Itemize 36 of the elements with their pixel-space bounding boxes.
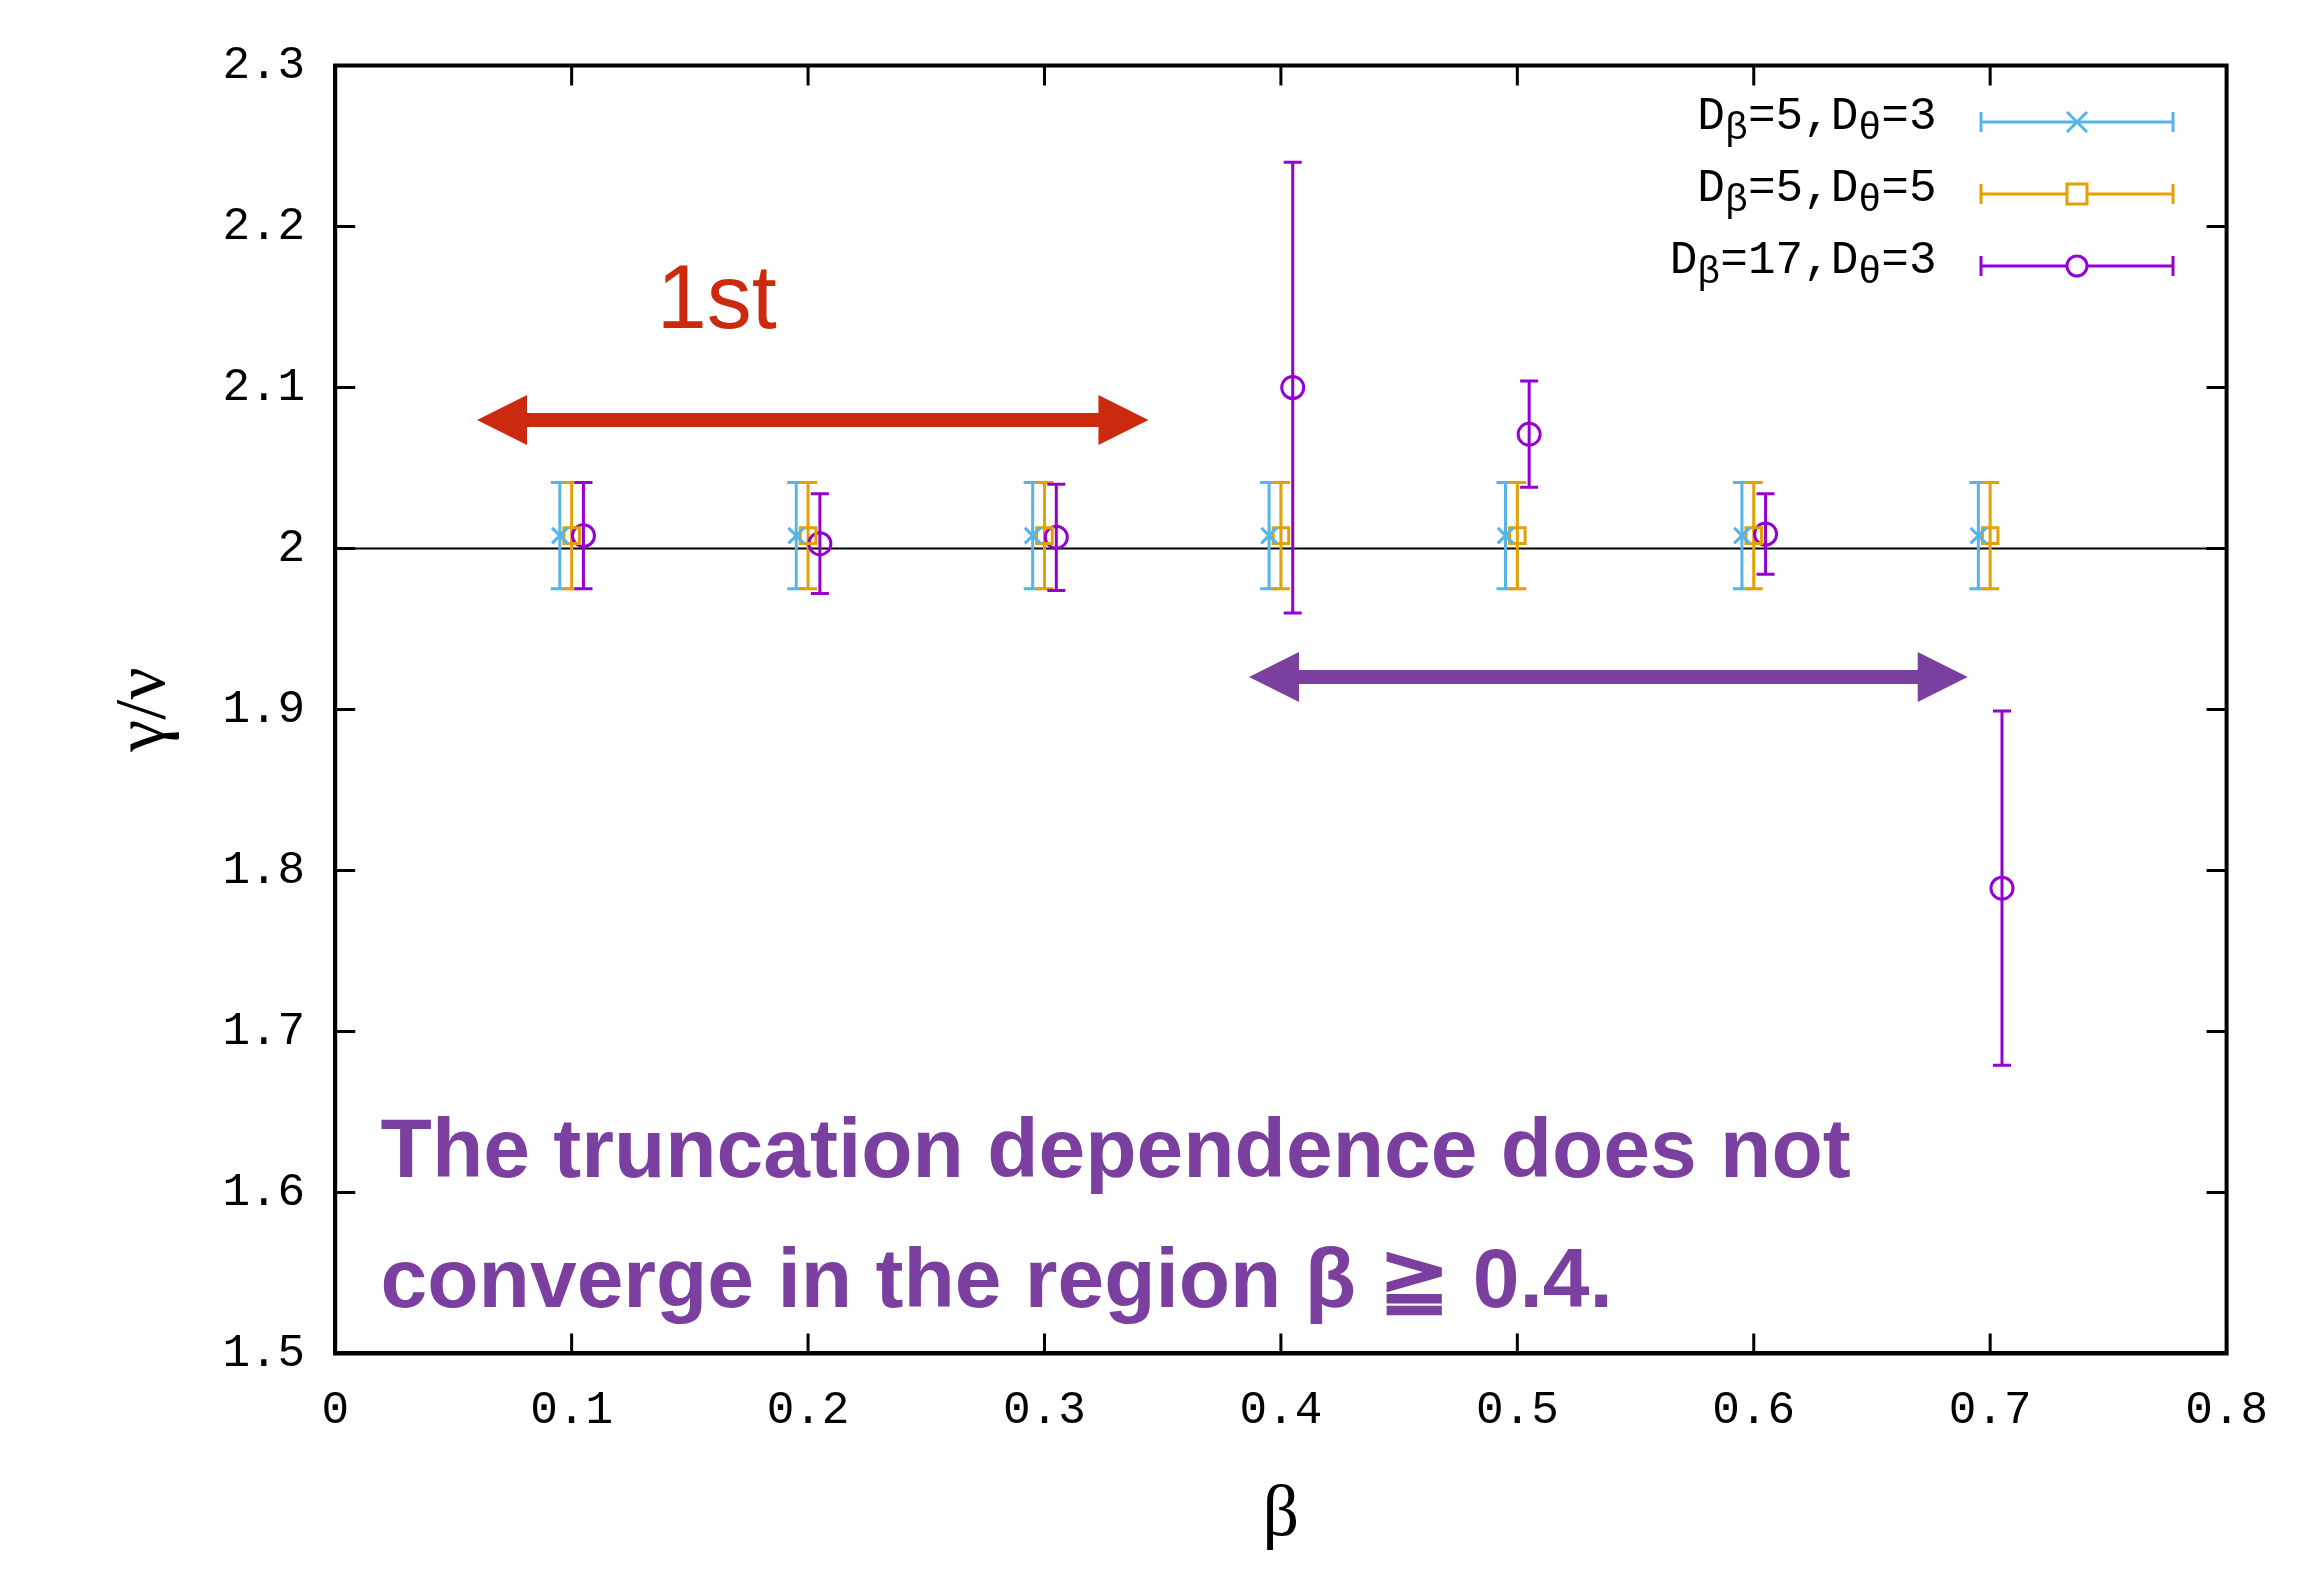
x-tick-label: 0.6 (1712, 1385, 1796, 1438)
point (1732, 526, 1752, 545)
y-tick-label: 2.1 (222, 361, 306, 414)
point (786, 526, 806, 545)
legend-label: D$_{β}$=5,D$_{θ}$=5 (1697, 163, 1937, 224)
y-tick-label: 2.2 (222, 200, 306, 253)
x-tick-label: 0.8 (2185, 1385, 2269, 1438)
annotation: 1st (656, 245, 777, 349)
point (1989, 875, 2015, 901)
x-tick-label: 0 (321, 1385, 350, 1438)
legend-label: D$_{β}$=17,D$_{θ}$=3 (1669, 235, 1937, 296)
x-tick-label: 0.3 (1003, 1385, 1086, 1438)
point (1280, 375, 1306, 401)
point (807, 531, 833, 557)
x-tick-label: 0.4 (1239, 1385, 1323, 1438)
y-tick-label: 1.7 (222, 1005, 306, 1058)
y-tick-label: 1.6 (222, 1166, 306, 1219)
y-tick-label: 1.5 (222, 1327, 306, 1380)
y-axis-title: γ/ν (100, 667, 181, 753)
point (1259, 526, 1279, 545)
y-tick-label: 2.3 (222, 39, 306, 92)
annotation: The truncation dependence does not converge in the region β ≧ 0.4. (380, 1099, 1852, 1328)
y-tick-label: 2 (277, 522, 306, 575)
point (1969, 526, 1988, 545)
x-tick-label: 0.1 (530, 1385, 614, 1438)
x-tick-label: 0.7 (1948, 1385, 2032, 1438)
x-axis-title: β (1262, 1470, 1300, 1551)
y-tick-label: 1.8 (222, 844, 306, 897)
point (550, 526, 570, 545)
point (1023, 526, 1042, 545)
legend-label: D$_{β}$=5,D$_{θ}$=3 (1697, 91, 1937, 152)
x-tick-label: 0.2 (766, 1385, 850, 1438)
x-tick-label: 0.5 (1475, 1385, 1559, 1438)
point (1496, 526, 1515, 545)
point (1516, 421, 1542, 447)
y-tick-label: 1.9 (222, 683, 306, 736)
